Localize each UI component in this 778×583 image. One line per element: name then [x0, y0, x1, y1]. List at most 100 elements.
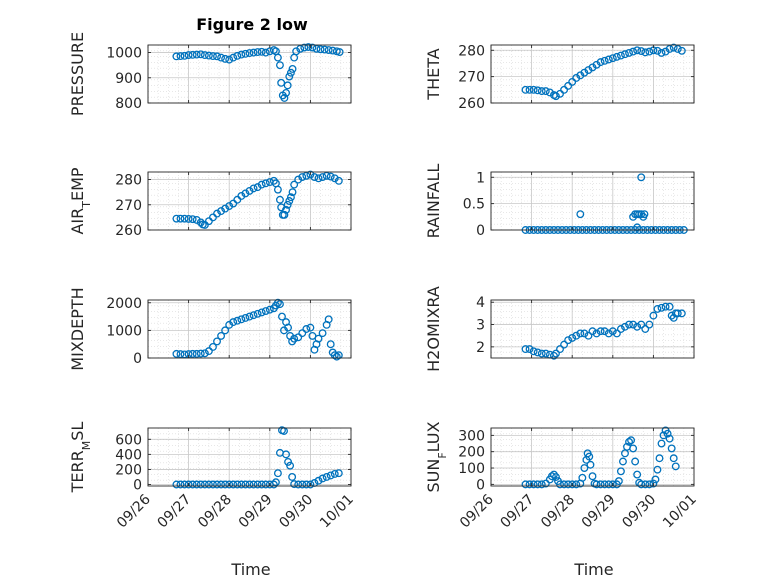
- data-point: [249, 480, 258, 489]
- data-point: [285, 72, 294, 81]
- data-point: [261, 48, 270, 57]
- data-point: [529, 85, 538, 94]
- data-point: [600, 480, 609, 489]
- data-point: [661, 302, 670, 311]
- y-tick-label: 0: [476, 477, 485, 493]
- data-point: [318, 173, 327, 181]
- data-point: [217, 480, 226, 489]
- data-point: [245, 49, 254, 58]
- data-point: [673, 309, 682, 318]
- data-point: [633, 223, 642, 232]
- grid: [491, 172, 694, 230]
- data-point: [271, 478, 280, 487]
- subplot-pressure: 800 900 1000 PRESSURE: [68, 32, 352, 116]
- y-axis-label-subscript: M: [80, 441, 93, 451]
- data-point: [312, 44, 321, 53]
- y-axis-label: RAINFALL: [424, 164, 443, 239]
- data-point: [576, 329, 585, 338]
- data-point: [196, 480, 205, 489]
- data-point: [572, 331, 581, 340]
- data-point: [273, 298, 282, 307]
- data-point: [233, 316, 242, 325]
- series-markers: [521, 426, 680, 489]
- data-point: [192, 349, 201, 358]
- data-point: [277, 78, 286, 87]
- data-point: [572, 480, 581, 489]
- data-point: [253, 309, 262, 318]
- data-point: [533, 348, 542, 357]
- data-point: [633, 46, 642, 55]
- data-point: [657, 48, 666, 57]
- data-point: [677, 309, 686, 318]
- data-point: [596, 327, 605, 336]
- data-point: [196, 349, 205, 358]
- data-point: [200, 349, 209, 358]
- y-tick-label: 0: [476, 223, 485, 239]
- data-point: [209, 52, 217, 61]
- data-point: [245, 186, 254, 195]
- data-point: [335, 48, 344, 57]
- data-point: [288, 188, 297, 197]
- data-point: [316, 45, 325, 54]
- data-point: [552, 349, 560, 358]
- data-point: [529, 347, 538, 356]
- y-tick-label: 100: [458, 461, 485, 477]
- data-point: [269, 480, 278, 489]
- data-point: [588, 327, 597, 336]
- data-point: [265, 305, 274, 314]
- y-tick-label: 600: [115, 432, 142, 448]
- data-point: [302, 325, 311, 333]
- data-point: [192, 215, 201, 224]
- data-point: [290, 180, 299, 189]
- data-point: [229, 480, 238, 489]
- data-point: [608, 480, 617, 489]
- data-point: [298, 329, 307, 338]
- data-point: [614, 477, 623, 486]
- data-point: [330, 351, 339, 360]
- axes-box: [490, 171, 695, 231]
- data-point: [671, 462, 680, 471]
- data-point: [304, 43, 313, 51]
- data-point: [294, 175, 303, 184]
- data-point: [560, 480, 569, 489]
- data-point: [653, 304, 662, 313]
- y-tick-label: 260: [115, 223, 142, 239]
- data-point: [541, 349, 550, 358]
- data-point: [249, 184, 258, 193]
- data-point: [616, 325, 625, 333]
- data-point: [537, 480, 546, 489]
- y-axis-label: THETA: [424, 48, 443, 100]
- data-point: [564, 336, 573, 345]
- data-point: [525, 480, 534, 489]
- data-point: [673, 45, 682, 53]
- data-point: [288, 473, 297, 481]
- x-axis-label-right: Time: [573, 560, 613, 579]
- data-point: [233, 480, 242, 489]
- data-point: [541, 479, 550, 488]
- data-point: [612, 329, 621, 338]
- y-tick-label: 0: [133, 351, 142, 367]
- data-point: [241, 314, 250, 322]
- data-point: [245, 480, 254, 489]
- data-point: [584, 331, 593, 340]
- data-point: [533, 480, 542, 489]
- data-point: [314, 174, 323, 183]
- data-point: [188, 50, 197, 59]
- data-point: [284, 323, 293, 332]
- data-point: [625, 48, 633, 57]
- y-tick-label: 200: [115, 462, 142, 478]
- data-point: [188, 215, 197, 224]
- data-point: [592, 329, 601, 338]
- data-point: [629, 444, 638, 453]
- y-axis-label-part: SL: [68, 422, 87, 441]
- y-axis-label-part: PRESSURE: [68, 32, 87, 116]
- axes-box: [147, 299, 352, 359]
- data-point: [625, 437, 633, 446]
- data-point: [525, 345, 534, 354]
- data-point: [600, 56, 609, 65]
- data-point: [621, 50, 629, 59]
- data-point: [612, 52, 621, 61]
- data-point: [172, 480, 181, 489]
